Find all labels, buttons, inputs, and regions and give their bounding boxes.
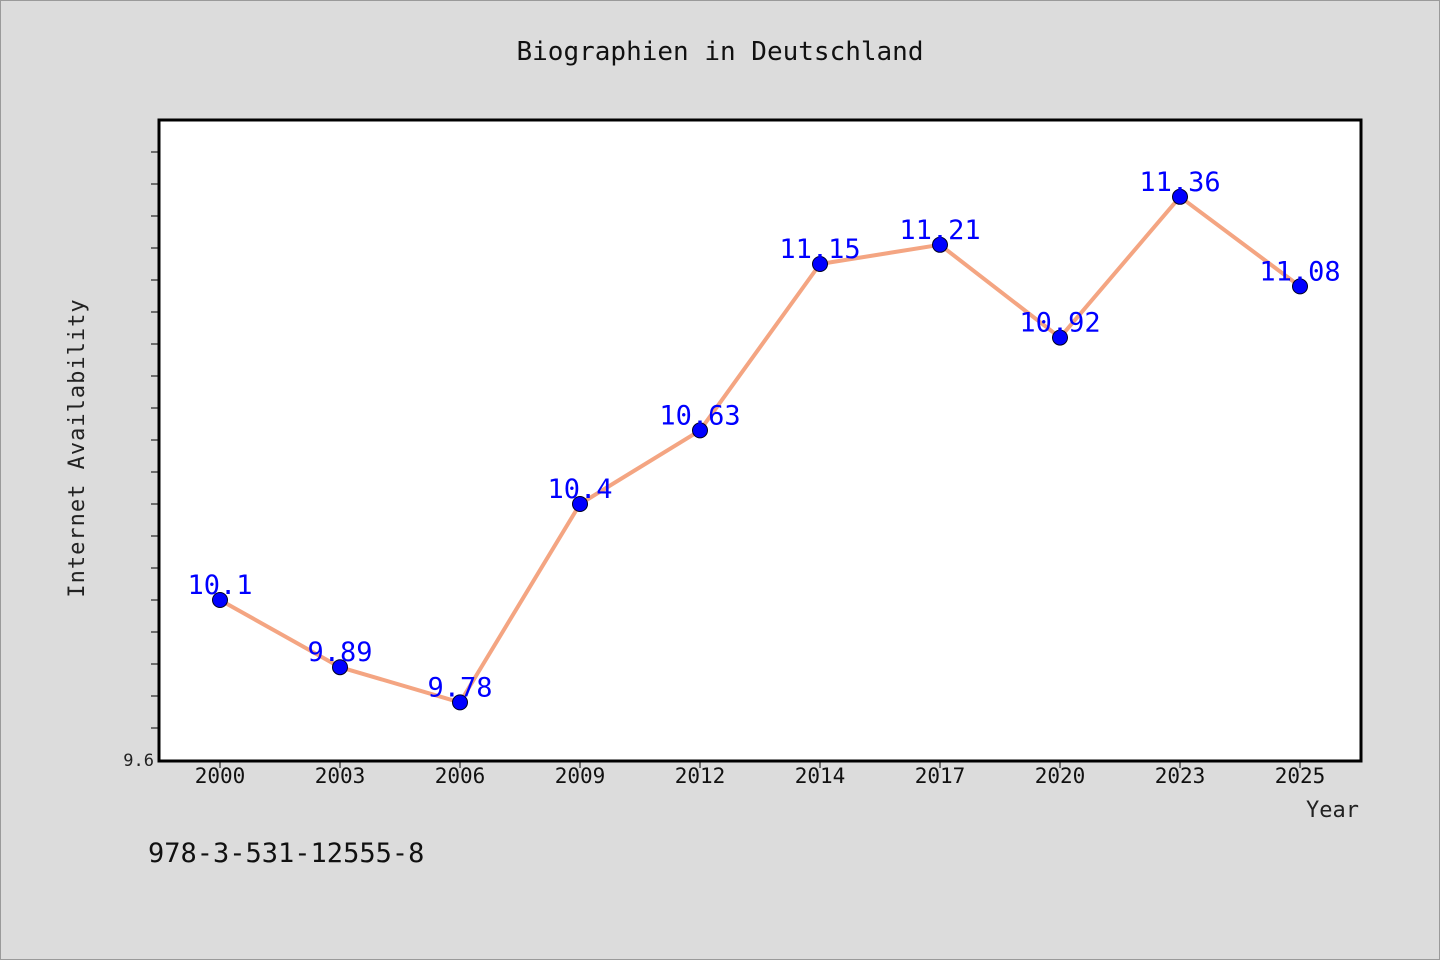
- x-tick-label: 2009: [555, 764, 606, 788]
- data-point: [812, 256, 828, 272]
- data-point: [692, 422, 708, 439]
- data-label: 11.21: [899, 215, 980, 246]
- x-tick-label: 2003: [315, 764, 366, 788]
- x-tick-label: 2014: [795, 764, 846, 788]
- x-tick-label: 2000: [195, 764, 246, 788]
- x-tick-label: 2017: [915, 764, 966, 788]
- data-label: 10.4: [547, 474, 612, 505]
- data-labels: 10.1 9.89 9.78 10.4 10.63 11.15 11.21 10.92 11.3…: [187, 167, 1340, 704]
- data-point: [1172, 188, 1188, 205]
- data-point: [332, 659, 348, 676]
- data-point: [572, 496, 588, 512]
- y-axis-label: Internet Availability: [65, 298, 90, 597]
- chart-title: Biographien in Deutschland: [517, 37, 924, 67]
- data-point: [932, 236, 948, 253]
- x-tick-label: 2020: [1035, 764, 1086, 788]
- data-label: 10.92: [1019, 308, 1100, 339]
- y-tick-label: 9.6: [123, 751, 154, 771]
- series-line: [218, 194, 1302, 705]
- data-label: 9.89: [307, 637, 372, 668]
- data-label: 10.63: [659, 400, 740, 431]
- data-markers: [212, 188, 1308, 711]
- x-tick-label: 2006: [435, 764, 486, 788]
- x-tick-label: 2023: [1155, 764, 1206, 788]
- data-label: 11.15: [779, 234, 860, 265]
- x-axis-label: Year: [1306, 798, 1359, 823]
- data-label: 11.36: [1139, 167, 1220, 198]
- x-tick-label: 2025: [1275, 764, 1326, 788]
- data-label: 10.1: [187, 570, 252, 601]
- y-axis-ticks: 9.6: [123, 151, 159, 771]
- data-point: [452, 694, 468, 711]
- data-point: [1292, 278, 1308, 295]
- x-axis-ticks: 2000 2003 2006 2009 2012 2014 2017 2020 2023 2025: [195, 760, 1326, 788]
- data-label: 9.78: [427, 672, 492, 703]
- plot-area: [157, 118, 1363, 763]
- isbn-annotation: 978-3-531-12555-8: [148, 838, 424, 869]
- data-point: [1052, 329, 1068, 346]
- x-tick-label: 2012: [675, 764, 726, 788]
- data-label: 11.08: [1259, 256, 1340, 287]
- data-point: [212, 592, 228, 608]
